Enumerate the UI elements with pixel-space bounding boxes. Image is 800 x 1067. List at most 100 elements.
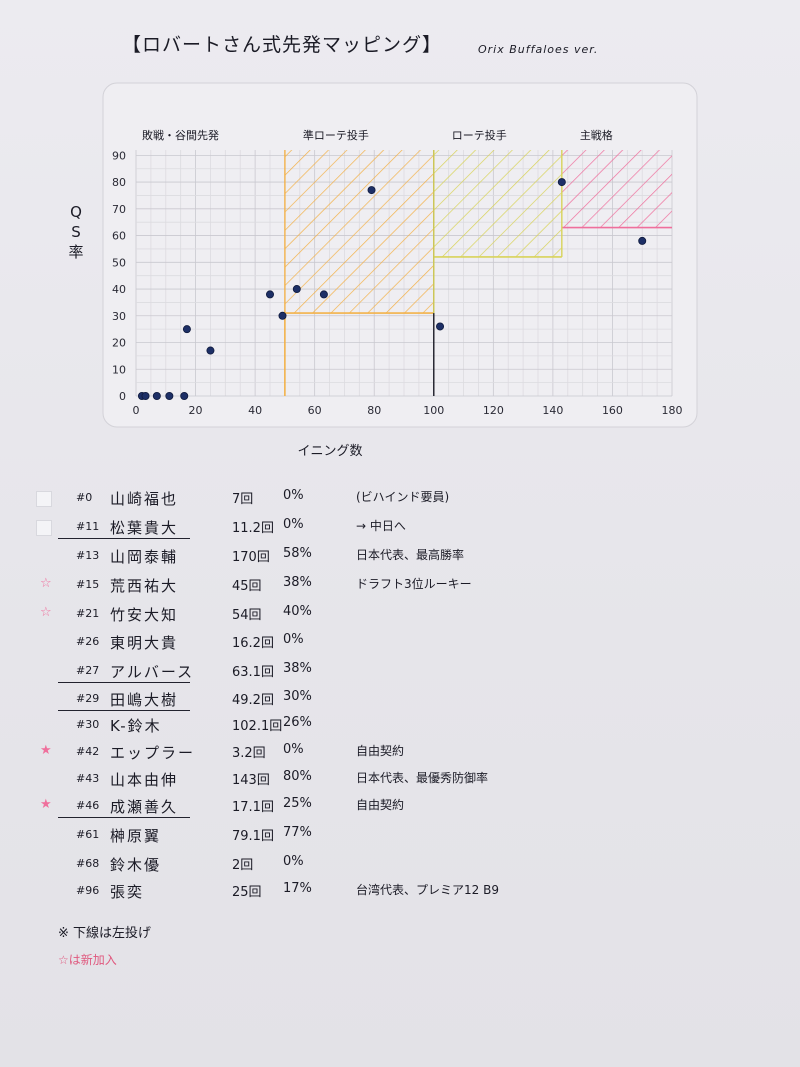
roster-no: #30: [76, 718, 100, 731]
y-axis-label-char: S: [71, 223, 81, 241]
roster-qs: 17%: [283, 881, 312, 896]
x-tick-label: 180: [662, 404, 683, 417]
y-tick-label: 50: [112, 256, 126, 269]
region-label: 準ローテ投手: [303, 128, 369, 142]
marker-box: [36, 520, 52, 536]
roster-no: #21: [76, 607, 100, 620]
data-point: [638, 236, 647, 245]
data-point: [165, 391, 174, 400]
roster-name: 成瀬善久: [110, 798, 179, 816]
roster-ip: 49.2回: [232, 693, 274, 708]
new-star-icon: ☆: [40, 605, 52, 620]
roster-qs: 40%: [283, 604, 312, 619]
y-tick-label: 20: [112, 337, 126, 350]
roster-no: #61: [76, 828, 100, 841]
footnote-new: ☆は新加入: [58, 953, 117, 967]
roster-name: アルバース: [110, 663, 195, 681]
roster-row: #0 山崎福也 7回 0% (ビハインド要員): [0, 487, 800, 511]
y-tick-label: 70: [112, 203, 126, 216]
roster-no: #15: [76, 578, 100, 591]
data-point: [436, 322, 445, 331]
roster-note: → 中日へ: [356, 519, 406, 533]
region-label: 主戦格: [580, 128, 613, 142]
x-tick-label: 140: [542, 404, 563, 417]
data-point: [182, 325, 191, 334]
roster-note: 日本代表、最高勝率: [356, 548, 465, 562]
y-axis-label-char: Q: [70, 203, 82, 221]
roster-qs: 38%: [283, 575, 312, 590]
roster-qs: 58%: [283, 546, 312, 561]
roster-row: #21 竹安大知 54回 40% ☆: [0, 603, 800, 627]
roster-name: 山岡泰輔: [110, 548, 179, 566]
data-point: [152, 391, 161, 400]
roster-qs: 26%: [283, 715, 312, 730]
left-handed-underline: [58, 710, 190, 711]
roster-name: 山本由伸: [110, 771, 179, 789]
roster-no: #13: [76, 549, 100, 562]
roster-no: #42: [76, 745, 100, 758]
y-tick-label: 60: [112, 230, 126, 243]
y-tick-label: 30: [112, 310, 126, 323]
roster-ip: 7回: [232, 492, 254, 507]
roster-ip: 45回: [232, 579, 262, 594]
roster-ip: 63.1回: [232, 665, 274, 680]
x-tick-label: 120: [483, 404, 504, 417]
x-tick-label: 0: [133, 404, 140, 417]
y-tick-label: 90: [112, 149, 126, 162]
new-star-filled-icon: ★: [40, 743, 52, 758]
chart-axes: 0 20 40 60 80 100 120 140 160 180 0 10 20 30 40 50 60 70 8…: [112, 149, 683, 417]
roster-ip: 143回: [232, 773, 270, 788]
roster-note: 自由契約: [356, 744, 405, 758]
roster-row: #13 山岡泰輔 170回 58% 日本代表、最高勝率: [0, 545, 800, 569]
left-handed-underline: [58, 538, 190, 539]
roster-qs: 0%: [283, 854, 304, 869]
roster-row: #30 K-鈴木 102.1回 26%: [0, 714, 800, 738]
y-tick-label: 40: [112, 283, 126, 296]
roster-no: #46: [76, 799, 100, 812]
roster-no: #43: [76, 772, 100, 785]
roster-note: 自由契約: [356, 798, 405, 812]
roster-qs: 80%: [283, 769, 312, 784]
roster-row: #29 田嶋大樹 49.2回 30%: [0, 688, 800, 712]
data-point: [180, 391, 189, 400]
roster-name: 鈴木優: [110, 856, 162, 874]
y-tick-label: 10: [112, 363, 126, 376]
roster-note: ドラフト3位ルーキー: [356, 577, 472, 591]
roster-no: #68: [76, 857, 100, 870]
x-tick-label: 160: [602, 404, 623, 417]
roster-name: 竹安大知: [110, 606, 179, 624]
data-point: [141, 391, 150, 400]
region-hatch: [284, 150, 434, 314]
roster-note: 台湾代表、プレミア12 B9: [356, 883, 499, 897]
roster-ip: 170回: [232, 550, 270, 565]
x-tick-label: 20: [189, 404, 203, 417]
roster-row: #42 エップラー 3.2回 0% 自由契約 ★: [0, 741, 800, 765]
region-hatch: [561, 150, 672, 228]
roster-no: #11: [76, 520, 100, 533]
roster-ip: 54回: [232, 608, 262, 623]
roster-row: #15 荒西祐大 45回 38% ドラフト3位ルーキー ☆: [0, 574, 800, 598]
region-hatch: [433, 150, 562, 257]
left-handed-underline: [58, 817, 190, 818]
roster-ip: 11.2回: [232, 521, 274, 536]
roster-ip: 2回: [232, 858, 254, 873]
data-point: [292, 285, 301, 294]
chart-regions: 敗戦・谷間先発 準ローテ投手 ローテ投手 主戦格: [142, 128, 672, 396]
roster-note: (ビハインド要員): [356, 490, 450, 504]
roster-row: #27 アルバース 63.1回 38%: [0, 660, 800, 684]
footnote-underline: ※ 下線は左投げ: [58, 926, 152, 941]
x-tick-label: 40: [248, 404, 262, 417]
data-point: [319, 290, 328, 299]
roster-name: 山崎福也: [110, 490, 179, 508]
roster-name: 張奕: [110, 883, 145, 901]
new-star-filled-icon: ★: [40, 797, 52, 812]
roster-row: #46 成瀬善久 17.1回 25% 自由契約 ★: [0, 795, 800, 819]
x-tick-label: 80: [367, 404, 381, 417]
roster-ip: 3.2回: [232, 746, 266, 761]
roster-name: エップラー: [110, 744, 196, 762]
roster-name: 荒西祐大: [110, 577, 179, 595]
x-tick-label: 100: [423, 404, 444, 417]
new-star-icon: ☆: [40, 576, 52, 591]
